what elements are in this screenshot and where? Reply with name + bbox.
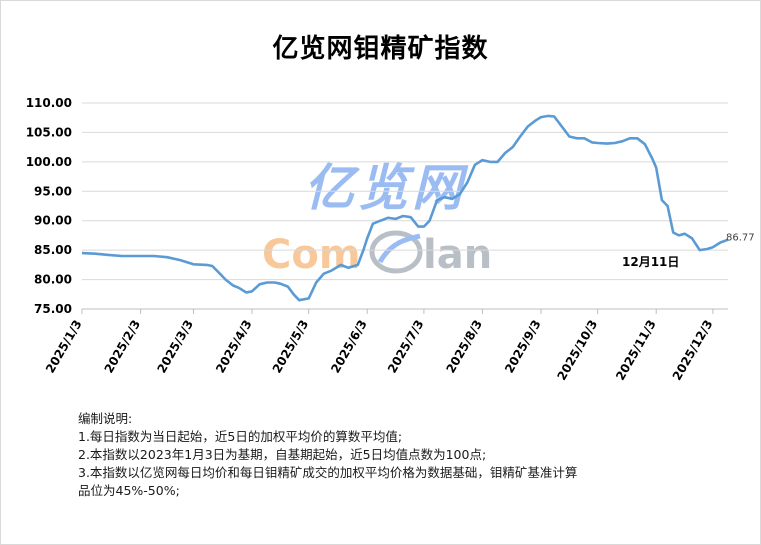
- last-value-label: 86.77: [726, 233, 755, 244]
- watermark-brand-en-2: lan: [423, 232, 492, 278]
- y-tick-label: 110.00: [26, 96, 72, 110]
- x-axis: 2025/1/3 2025/2/3 2025/3/3 2025/4/3 2025/5/3…: [43, 309, 715, 383]
- chart-title: 亿览网钼精矿指数: [272, 34, 489, 64]
- y-axis: 75.00 80.00 85.00 90.00 95.00 100.00 105.00 110…: [26, 96, 72, 316]
- notes-heading: 编制说明:: [78, 411, 133, 426]
- x-tick-label: 2025/8/3: [443, 318, 485, 376]
- x-tick-label: 2025/11/3: [613, 318, 659, 383]
- watermark: 亿览网 Com lan: [262, 159, 492, 278]
- y-tick-label: 75.00: [34, 302, 72, 316]
- x-tick-label: 2025/4/3: [213, 318, 255, 376]
- watermark-brand-cn: 亿览网: [304, 159, 469, 217]
- notes-line-2: 2.本指数以2023年1月3日为基期，自基期起始，近5日均值点数为100点;: [78, 447, 487, 462]
- y-tick-label: 90.00: [34, 214, 72, 228]
- date-annotation: 12月11日: [622, 255, 679, 269]
- y-tick-label: 105.00: [26, 125, 72, 139]
- watermark-brand-en-1: Com: [262, 232, 361, 278]
- x-tick-label: 2025/10/3: [555, 318, 601, 383]
- y-tick-label: 95.00: [34, 184, 72, 198]
- series-line: [81, 114, 729, 302]
- notes-line-1: 1.每日指数为当日起始，近5日的加权平均价的算数平均值;: [78, 429, 403, 444]
- watermark-globe-icon: [369, 230, 423, 274]
- notes-line-4: 品位为45%-50%;: [78, 483, 180, 498]
- x-tick-label: 2025/2/3: [102, 318, 144, 376]
- grid-lines: [82, 102, 728, 310]
- notes: 编制说明: 1.每日指数为当日起始，近5日的加权平均价的算数平均值; 2.本指数…: [78, 410, 698, 500]
- series: [81, 114, 729, 302]
- x-tick-label: 2025/9/3: [502, 318, 544, 376]
- x-tick-label: 2025/7/3: [385, 318, 427, 376]
- x-tick-label: 2025/5/3: [270, 318, 312, 376]
- y-tick-label: 80.00: [34, 273, 72, 287]
- y-tick-label: 85.00: [34, 243, 72, 257]
- x-tick-label: 2025/6/3: [328, 318, 370, 376]
- y-tick-label: 100.00: [26, 155, 72, 169]
- x-tick-label: 2025/1/3: [43, 318, 85, 376]
- x-tick-label: 2025/3/3: [154, 318, 196, 376]
- notes-line-3: 3.本指数以亿览网每日均价和每日钼精矿成交的加权平均价格为数据基础，钼精矿基准计…: [78, 465, 578, 480]
- annotations: 86.77 12月11日: [622, 233, 755, 269]
- x-tick-label: 2025/12/3: [670, 318, 716, 383]
